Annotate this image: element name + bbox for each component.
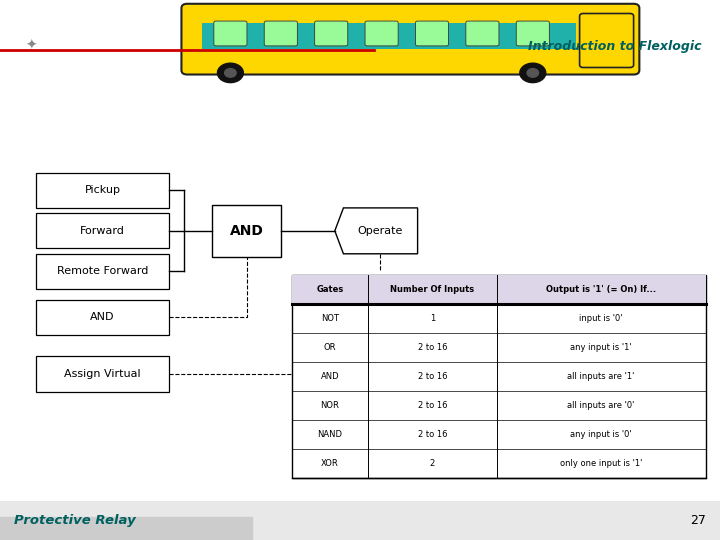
Text: 2 to 16: 2 to 16 (418, 430, 447, 439)
Text: XOR: XOR (321, 459, 339, 468)
FancyBboxPatch shape (202, 23, 576, 49)
Bar (292, 275, 706, 478)
Text: Forward: Forward (80, 226, 125, 236)
FancyBboxPatch shape (516, 21, 549, 46)
FancyBboxPatch shape (415, 21, 449, 46)
Bar (36, 356, 169, 392)
Text: 2 to 16: 2 to 16 (418, 343, 447, 352)
Text: Protective Relay: Protective Relay (14, 514, 136, 527)
FancyBboxPatch shape (264, 21, 297, 46)
Text: Remote Forward: Remote Forward (57, 266, 148, 276)
Text: all inputs are '0': all inputs are '0' (567, 401, 635, 410)
FancyBboxPatch shape (181, 4, 639, 75)
Text: Pickup: Pickup (85, 185, 121, 195)
FancyBboxPatch shape (315, 21, 348, 46)
Circle shape (225, 69, 236, 77)
Text: 2 to 16: 2 to 16 (418, 372, 447, 381)
Text: Introduction to Flexlogic: Introduction to Flexlogic (528, 40, 702, 53)
Text: Operate: Operate (358, 226, 403, 236)
Text: Number Of Inputs: Number Of Inputs (390, 285, 474, 294)
Bar (36, 173, 169, 208)
Bar (292, 275, 706, 305)
Text: OR: OR (324, 343, 336, 352)
Text: 1: 1 (430, 314, 435, 323)
Circle shape (520, 63, 546, 83)
Bar (36, 300, 169, 335)
Text: all inputs are '1': all inputs are '1' (567, 372, 635, 381)
Polygon shape (335, 208, 418, 254)
Text: Gates: Gates (316, 285, 343, 294)
Bar (36, 213, 169, 248)
FancyBboxPatch shape (466, 21, 499, 46)
Text: any input is '0': any input is '0' (570, 430, 632, 439)
Text: Output is '1' (= On) If...: Output is '1' (= On) If... (546, 285, 656, 294)
Bar (0, 501, 720, 540)
Circle shape (217, 63, 243, 83)
Bar (212, 205, 281, 256)
Text: ✦: ✦ (25, 39, 37, 53)
Text: 27: 27 (690, 514, 706, 527)
FancyBboxPatch shape (365, 21, 398, 46)
Text: NAND: NAND (318, 430, 343, 439)
Circle shape (527, 69, 539, 77)
Text: input is '0': input is '0' (580, 314, 623, 323)
Text: AND: AND (90, 312, 115, 322)
Text: 2 to 16: 2 to 16 (418, 401, 447, 410)
Text: NOR: NOR (320, 401, 339, 410)
Text: only one input is '1': only one input is '1' (560, 459, 642, 468)
Text: NOT: NOT (321, 314, 339, 323)
Text: AND: AND (320, 372, 339, 381)
Text: 2: 2 (430, 459, 435, 468)
Text: any input is '1': any input is '1' (570, 343, 632, 352)
Text: Assign Virtual: Assign Virtual (64, 369, 141, 379)
Text: AND: AND (230, 224, 264, 238)
FancyBboxPatch shape (580, 14, 634, 68)
FancyBboxPatch shape (214, 21, 247, 46)
Bar (36, 254, 169, 289)
